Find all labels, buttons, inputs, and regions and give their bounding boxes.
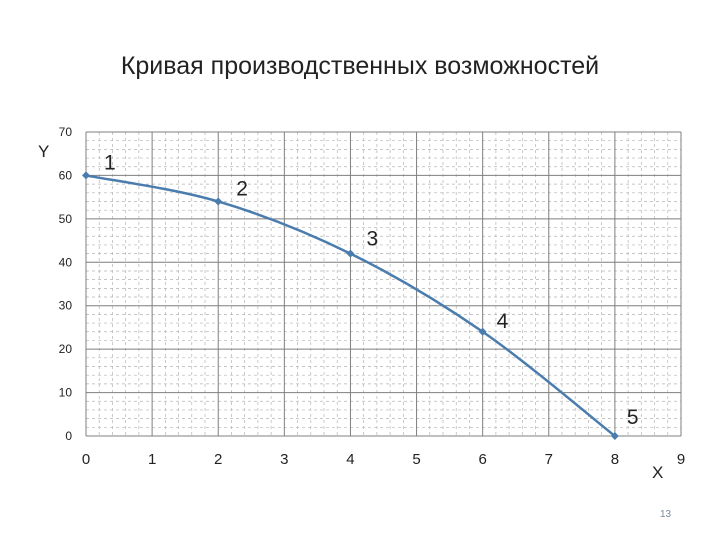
series-layer: [82, 171, 619, 440]
point-label: 3: [366, 228, 378, 251]
x-tick-label: 2: [214, 451, 222, 468]
data-point: [214, 197, 223, 206]
x-tick-label: 5: [412, 451, 420, 468]
x-tick-label: 6: [478, 451, 486, 468]
minor-gridlines: [86, 132, 681, 436]
data-point: [82, 171, 90, 180]
page-number: 13: [660, 509, 672, 520]
x-tick-label: 9: [677, 451, 685, 468]
y-tick-label: 70: [59, 125, 73, 139]
y-tick-label: 0: [65, 429, 72, 443]
x-tick-label: 1: [148, 451, 156, 468]
point-label: 5: [627, 406, 639, 429]
x-tick-label: 4: [346, 451, 354, 468]
y-tick-labels: 0 10 20 30 40 50 60 70: [59, 125, 73, 443]
data-point: [610, 432, 619, 440]
point-labels: 1 2 3 4 5: [104, 151, 639, 429]
x-tick-label: 7: [545, 451, 553, 468]
point-label: 4: [497, 310, 509, 333]
y-tick-label: 10: [59, 386, 73, 400]
major-gridlines: [85, 131, 682, 437]
data-point: [346, 249, 355, 258]
x-tick-label: 8: [611, 451, 619, 468]
y-tick-label: 40: [59, 255, 73, 269]
x-tick-labels: 0 1 2 3 4 5 6 7 8 9: [82, 451, 685, 468]
x-tick-label: 0: [82, 451, 90, 468]
y-tick-label: 20: [59, 342, 73, 356]
x-tick-label: 3: [280, 451, 288, 468]
y-tick-label: 60: [59, 168, 73, 182]
x-axis-label: X: [652, 463, 663, 482]
y-tick-label: 50: [59, 212, 73, 226]
y-axis-label: Y: [38, 142, 49, 161]
data-point: [478, 327, 487, 336]
point-label: 1: [104, 151, 116, 174]
point-label: 2: [236, 177, 248, 200]
chart-title: Кривая производственных возможностей: [120, 52, 600, 80]
y-tick-label: 30: [59, 299, 73, 313]
